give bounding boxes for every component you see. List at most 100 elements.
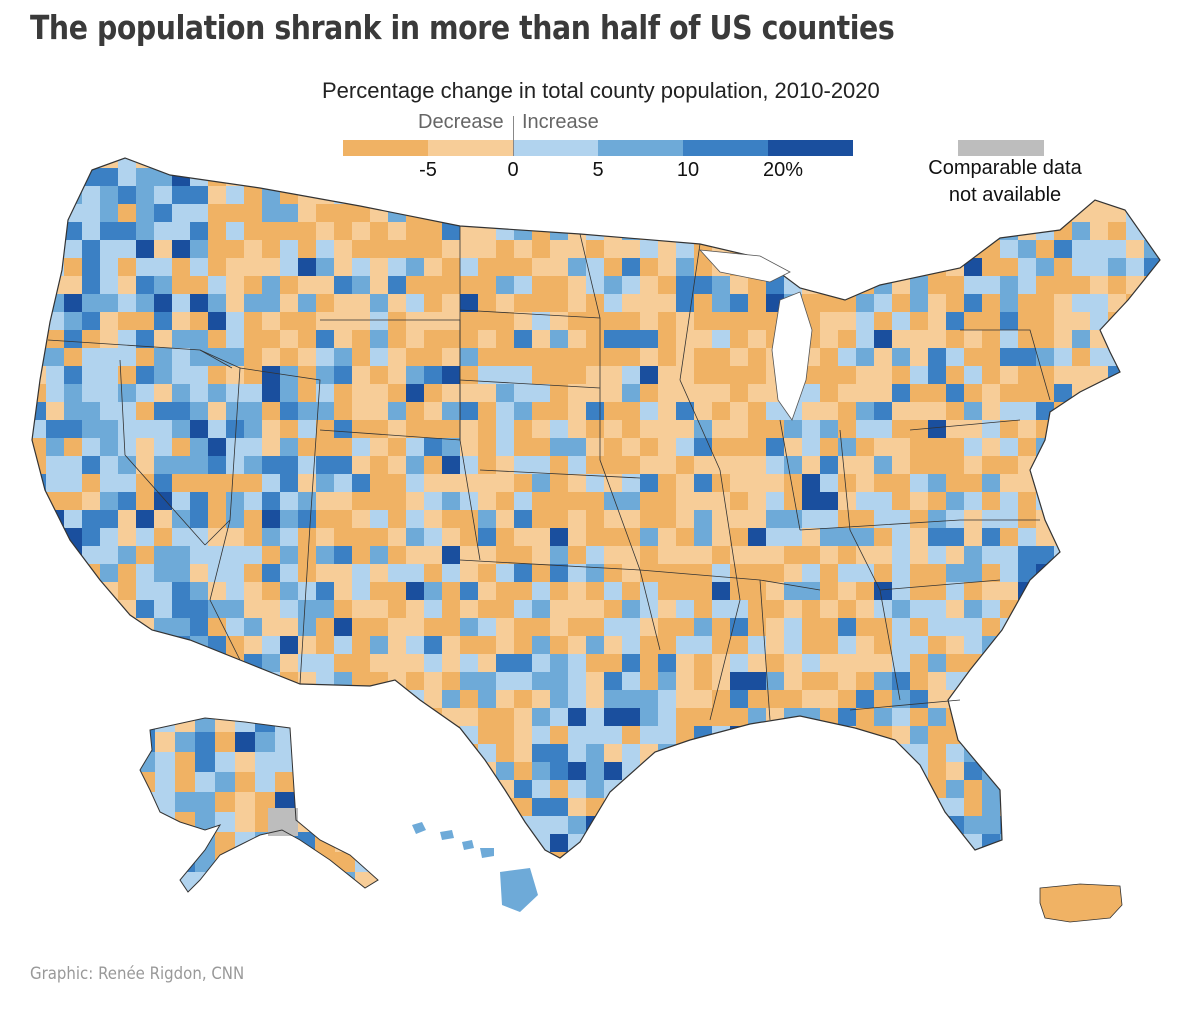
county-cell xyxy=(1000,456,1020,476)
county-cell xyxy=(496,852,516,858)
county-cell xyxy=(190,690,211,711)
county-cell xyxy=(334,582,353,603)
county-cell xyxy=(910,222,931,243)
county-cell xyxy=(298,564,319,582)
county-cell xyxy=(1036,798,1056,816)
county-cell xyxy=(658,492,677,512)
county-cell xyxy=(1090,348,1108,369)
county-cell xyxy=(784,240,805,260)
county-cell xyxy=(46,654,65,672)
county-cell xyxy=(1072,690,1090,711)
county-cell xyxy=(694,366,714,387)
county-cell xyxy=(334,744,352,763)
county-cell xyxy=(154,158,172,168)
county-cell xyxy=(118,348,139,366)
county-cell xyxy=(982,312,1001,331)
county-cell xyxy=(1126,348,1144,367)
county-cell xyxy=(874,672,894,692)
county-cell xyxy=(694,204,713,223)
county-cell xyxy=(892,690,913,708)
county-cell xyxy=(1054,690,1072,708)
county-cell xyxy=(982,690,1000,709)
county-cell xyxy=(460,456,478,475)
county-cell xyxy=(874,798,892,819)
county-cell xyxy=(1036,636,1055,654)
county-cell xyxy=(190,672,208,690)
county-cell xyxy=(1018,762,1036,780)
county-cell xyxy=(982,402,1000,422)
county-cell xyxy=(1000,474,1018,492)
county-cell xyxy=(100,294,118,312)
county-cell xyxy=(100,600,119,621)
county-cell xyxy=(766,816,787,834)
county-cell xyxy=(460,312,480,330)
county-cell xyxy=(442,222,460,240)
county-cell xyxy=(550,402,571,420)
county-cell xyxy=(928,690,946,708)
county-cell xyxy=(1072,366,1090,384)
county-cell xyxy=(275,718,295,732)
county-cell xyxy=(892,744,910,763)
county-cell xyxy=(550,222,570,240)
county-cell xyxy=(1162,582,1180,601)
county-cell xyxy=(586,492,605,510)
county-cell xyxy=(658,240,679,260)
county-cell xyxy=(298,528,319,546)
county-cell xyxy=(478,204,497,225)
county-cell xyxy=(946,672,966,690)
county-cell xyxy=(424,276,444,294)
county-cell xyxy=(460,240,481,258)
county-cell xyxy=(550,366,568,384)
county-cell xyxy=(910,402,928,423)
county-cell xyxy=(514,582,532,603)
county-cell xyxy=(820,780,838,798)
county-cell xyxy=(712,158,730,168)
county-cell xyxy=(604,582,625,600)
county-cell xyxy=(1054,600,1072,618)
county-cell xyxy=(64,780,82,801)
county-cell xyxy=(1018,654,1037,672)
headline: The population shrank in more than half … xyxy=(30,8,895,47)
county-cell xyxy=(244,186,262,204)
county-cell xyxy=(802,834,820,853)
county-cell xyxy=(298,258,319,276)
county-cell xyxy=(982,186,1000,205)
county-cell xyxy=(46,600,67,621)
county-cell xyxy=(32,780,48,801)
county-cell xyxy=(118,492,136,511)
county-cell xyxy=(928,240,946,258)
county-cell xyxy=(140,852,155,872)
county-cell xyxy=(712,222,730,240)
county-cell xyxy=(1036,276,1054,294)
county-cell xyxy=(226,330,244,350)
county-cell xyxy=(32,726,46,744)
county-cell xyxy=(478,402,498,420)
county-cell xyxy=(568,600,586,621)
county-cell xyxy=(118,366,138,385)
county-cell xyxy=(748,744,768,765)
county-cell xyxy=(1090,204,1108,223)
county-cell xyxy=(442,510,461,528)
county-cell xyxy=(892,474,910,493)
county-cell xyxy=(676,186,697,204)
county-cell xyxy=(1018,618,1038,636)
county-cell xyxy=(1054,366,1072,386)
county-cell xyxy=(820,240,839,258)
county-cell xyxy=(748,834,769,854)
county-cell xyxy=(140,718,155,734)
county-cell xyxy=(280,510,299,528)
county-cell xyxy=(406,456,427,477)
county-cell xyxy=(856,690,876,708)
county-cell xyxy=(388,222,406,241)
county-cell xyxy=(676,168,696,186)
county-cell xyxy=(316,366,334,387)
county-cell xyxy=(388,798,406,817)
county-cell xyxy=(694,492,715,510)
county-cell xyxy=(388,330,409,348)
county-cell xyxy=(964,258,985,279)
county-cell xyxy=(874,510,893,531)
county-cell xyxy=(1162,798,1180,816)
county-cell xyxy=(604,744,622,765)
county-cell xyxy=(316,564,334,584)
county-cell xyxy=(514,438,535,457)
